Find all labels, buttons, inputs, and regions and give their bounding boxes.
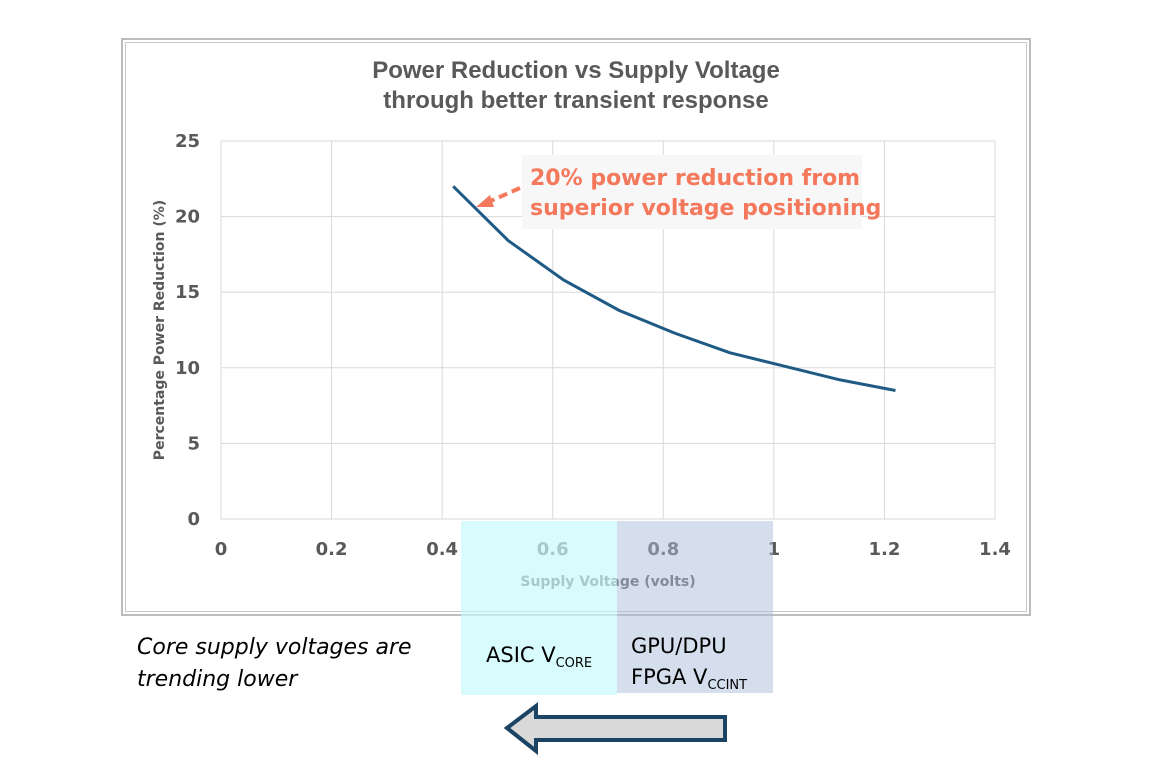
series-line bbox=[452, 185, 896, 392]
y-tick-label: 15 bbox=[175, 282, 200, 303]
y-tick-label: 20 bbox=[175, 207, 200, 228]
y-tick-label: 10 bbox=[175, 358, 200, 379]
annotation-line-1: 20% power reduction from bbox=[530, 166, 860, 191]
y-tick-label: 25 bbox=[175, 131, 200, 152]
annotation-box bbox=[522, 155, 862, 229]
annotation-arrowhead bbox=[476, 195, 494, 207]
chart-title: Power Reduction vs Supply Voltage bbox=[372, 57, 780, 84]
gpu-fpga-region bbox=[617, 521, 773, 693]
trend-note: Core supply voltages are trending lower bbox=[137, 635, 412, 692]
y-tick-label: 5 bbox=[187, 433, 200, 454]
y-tick-label: 0 bbox=[187, 509, 200, 530]
gpu-label: GPU/DPU FPGA VCCINT bbox=[631, 634, 748, 693]
chart-subtitle: through better transient response bbox=[383, 87, 768, 114]
chart-frame bbox=[121, 38, 1031, 616]
annotation-line-2: superior voltage positioning bbox=[530, 196, 881, 221]
x-tick-label: 0.2 bbox=[316, 539, 348, 560]
x-tick-label: 0.4 bbox=[426, 539, 458, 560]
x-tick-label: 1.2 bbox=[868, 539, 900, 560]
x-tick-label: 0 bbox=[215, 539, 228, 560]
y-axis-label: Percentage Power Reduction (%) bbox=[152, 200, 168, 460]
x-tick-label: 1.4 bbox=[979, 539, 1011, 560]
asic-region bbox=[461, 521, 617, 695]
asic-label: ASIC VCORE bbox=[486, 643, 593, 671]
